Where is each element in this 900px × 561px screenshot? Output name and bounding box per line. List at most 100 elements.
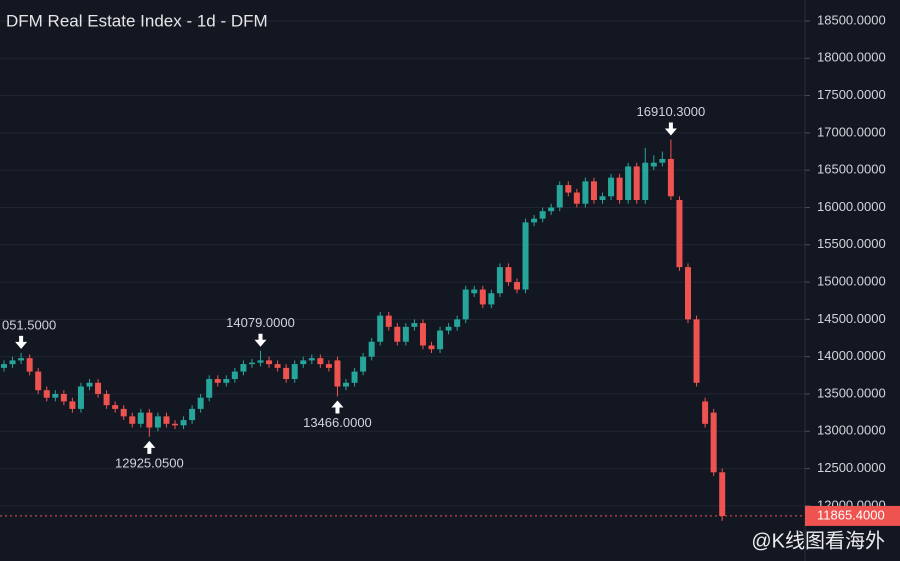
candle-body	[625, 166, 632, 201]
y-tick-label: 15500.0000	[817, 236, 886, 251]
candle-body	[103, 393, 110, 406]
candle-body	[69, 401, 76, 409]
candle-body	[488, 293, 495, 305]
candle-body	[154, 416, 161, 428]
candle-body	[172, 423, 178, 426]
annotation-label: 13466.0000	[303, 415, 372, 430]
candle-body	[616, 177, 623, 201]
candle-body	[514, 282, 520, 290]
candle-body	[402, 326, 409, 342]
candle-body	[582, 181, 589, 204]
y-tick-label: 14500.0000	[817, 311, 886, 326]
candle-body	[633, 166, 640, 201]
y-tick-label: 14000.0000	[817, 348, 886, 363]
candle-body	[60, 393, 67, 402]
annotation-arrow	[15, 335, 28, 349]
candle-body	[556, 185, 563, 208]
last-price-label: 11865.4000	[817, 507, 885, 522]
candle-body	[223, 379, 230, 383]
candle-body	[77, 386, 84, 409]
candle-body	[120, 408, 127, 417]
candle-body	[206, 379, 213, 398]
y-tick-label: 16000.0000	[817, 199, 886, 214]
annotation-arrow	[254, 333, 267, 347]
candle-body	[659, 158, 666, 163]
candle-body	[445, 326, 452, 331]
candle-body	[112, 405, 119, 409]
candle-body	[368, 341, 375, 357]
y-tick-label: 16500.0000	[817, 162, 886, 177]
candle-body	[676, 200, 683, 268]
candle-body	[719, 472, 726, 516]
y-tick-label: 13000.0000	[817, 423, 886, 438]
candle-body	[9, 360, 16, 365]
annotation-label: 12925.0500	[115, 455, 184, 470]
annotation-label: 051.5000	[2, 317, 56, 332]
candle-body	[693, 319, 700, 383]
candle-body	[317, 358, 324, 365]
candle-body	[214, 379, 221, 383]
candle-body	[137, 412, 144, 424]
candle-body	[462, 289, 469, 320]
y-tick-label: 13500.0000	[817, 385, 886, 400]
y-tick-label: 18500.0000	[817, 12, 886, 27]
candle-body	[95, 382, 102, 394]
annotation-arrow	[143, 440, 156, 454]
candle-body	[667, 158, 674, 197]
chart-title: DFM Real Estate Index - 1d - DFM	[6, 11, 268, 30]
candle-body	[531, 218, 538, 223]
candle-body	[394, 326, 401, 342]
watermark: @K线图看海外	[751, 529, 885, 552]
candle-body	[300, 360, 307, 365]
candle-body	[197, 397, 204, 409]
candle-body	[146, 412, 153, 428]
candle-body	[360, 356, 367, 372]
candle-body	[18, 358, 25, 361]
candle-body	[573, 192, 580, 204]
annotation-label: 16910.3000	[637, 104, 706, 119]
candle-body	[343, 382, 349, 387]
y-tick-label: 17000.0000	[817, 124, 886, 139]
candle-body	[437, 330, 444, 350]
y-tick-label: 15000.0000	[817, 274, 886, 289]
candle-body	[377, 315, 384, 342]
candle-body	[163, 416, 170, 424]
last-price-box	[805, 505, 900, 526]
candle-body	[385, 315, 392, 327]
candles	[1, 139, 726, 521]
candle-body	[26, 358, 33, 372]
candle-body	[590, 181, 597, 201]
candle-body	[35, 371, 42, 391]
candle-body	[479, 289, 486, 305]
candle-body	[52, 393, 59, 398]
candle-body	[291, 364, 298, 380]
overlay: 051.5000 12925.0500 14079.0000 13466.0000 16…	[0, 104, 900, 552]
annotation-label: 14079.0000	[226, 315, 295, 330]
candle-body	[471, 289, 478, 294]
candle-body	[428, 345, 435, 350]
candle-body	[642, 162, 649, 201]
y-tick-label: 18000.0000	[817, 50, 886, 65]
candle-body	[505, 267, 512, 283]
candle-body	[274, 364, 281, 368]
candle-body	[231, 371, 238, 380]
candle-body	[189, 408, 196, 421]
candle-body	[522, 222, 529, 290]
candle-body	[454, 319, 461, 327]
candle-body	[548, 207, 555, 212]
annotation-arrow	[664, 122, 677, 136]
candle-body	[257, 360, 264, 363]
candle-body	[702, 401, 709, 424]
candle-body	[86, 382, 93, 387]
candle-body	[411, 323, 418, 327]
candle-body	[43, 390, 50, 398]
y-tick-label: 12500.0000	[817, 460, 886, 475]
candle-body	[248, 362, 255, 365]
candle-body	[240, 364, 247, 372]
grid: 12000.000012500.000013000.000013500.0000…	[0, 12, 886, 512]
candle-body	[496, 267, 503, 294]
candle-body	[308, 358, 315, 361]
candle-body	[180, 420, 187, 426]
